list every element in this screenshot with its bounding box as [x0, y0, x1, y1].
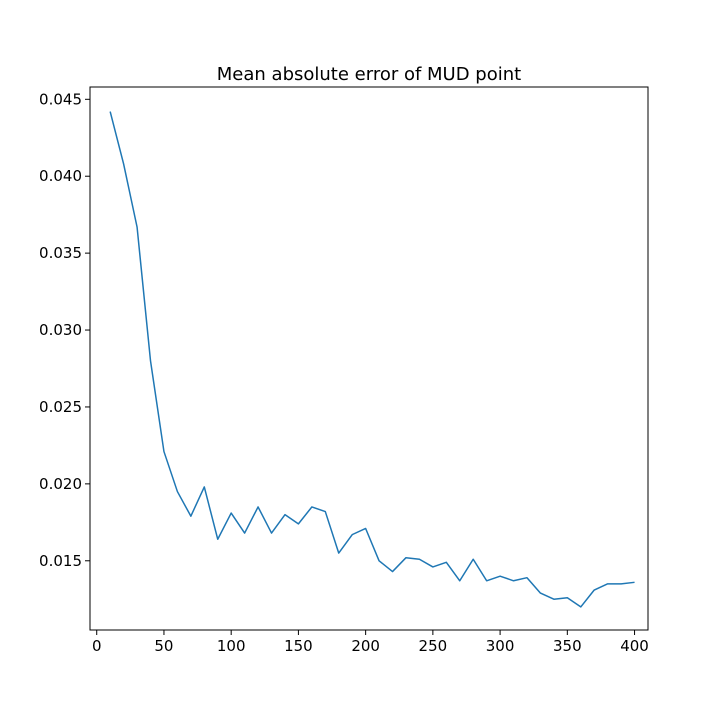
- x-tick-label: 200: [351, 637, 380, 655]
- chart-title: Mean absolute error of MUD point: [217, 64, 521, 85]
- x-tick-label: 50: [154, 637, 173, 655]
- x-tick-label: 150: [284, 637, 313, 655]
- plot-frame: [89, 86, 649, 631]
- y-tick-label: 0.015: [39, 552, 82, 570]
- x-tick-label: 400: [620, 637, 649, 655]
- x-tick-label: 300: [486, 637, 515, 655]
- y-tick-label: 0.045: [39, 90, 82, 108]
- y-axis-ticks: 0.015 0.020 0.025 0.030 0.035 0.040 0.045: [39, 90, 90, 570]
- y-tick-label: 0.040: [39, 167, 82, 185]
- y-tick-label: 0.035: [39, 244, 82, 262]
- series-line-0: [109, 111, 635, 608]
- y-tick-label: 0.025: [39, 398, 82, 416]
- x-tick-label: 250: [419, 637, 448, 655]
- y-tick-label: 0.020: [39, 475, 82, 493]
- x-tick-label: 350: [553, 637, 582, 655]
- series-layer: [109, 111, 635, 608]
- y-tick-label: 0.030: [39, 321, 82, 339]
- x-tick-label: 100: [217, 637, 246, 655]
- x-axis-ticks: 0 50 100 150 200 250 300 350 400: [92, 630, 649, 655]
- x-tick-label: 0: [92, 637, 102, 655]
